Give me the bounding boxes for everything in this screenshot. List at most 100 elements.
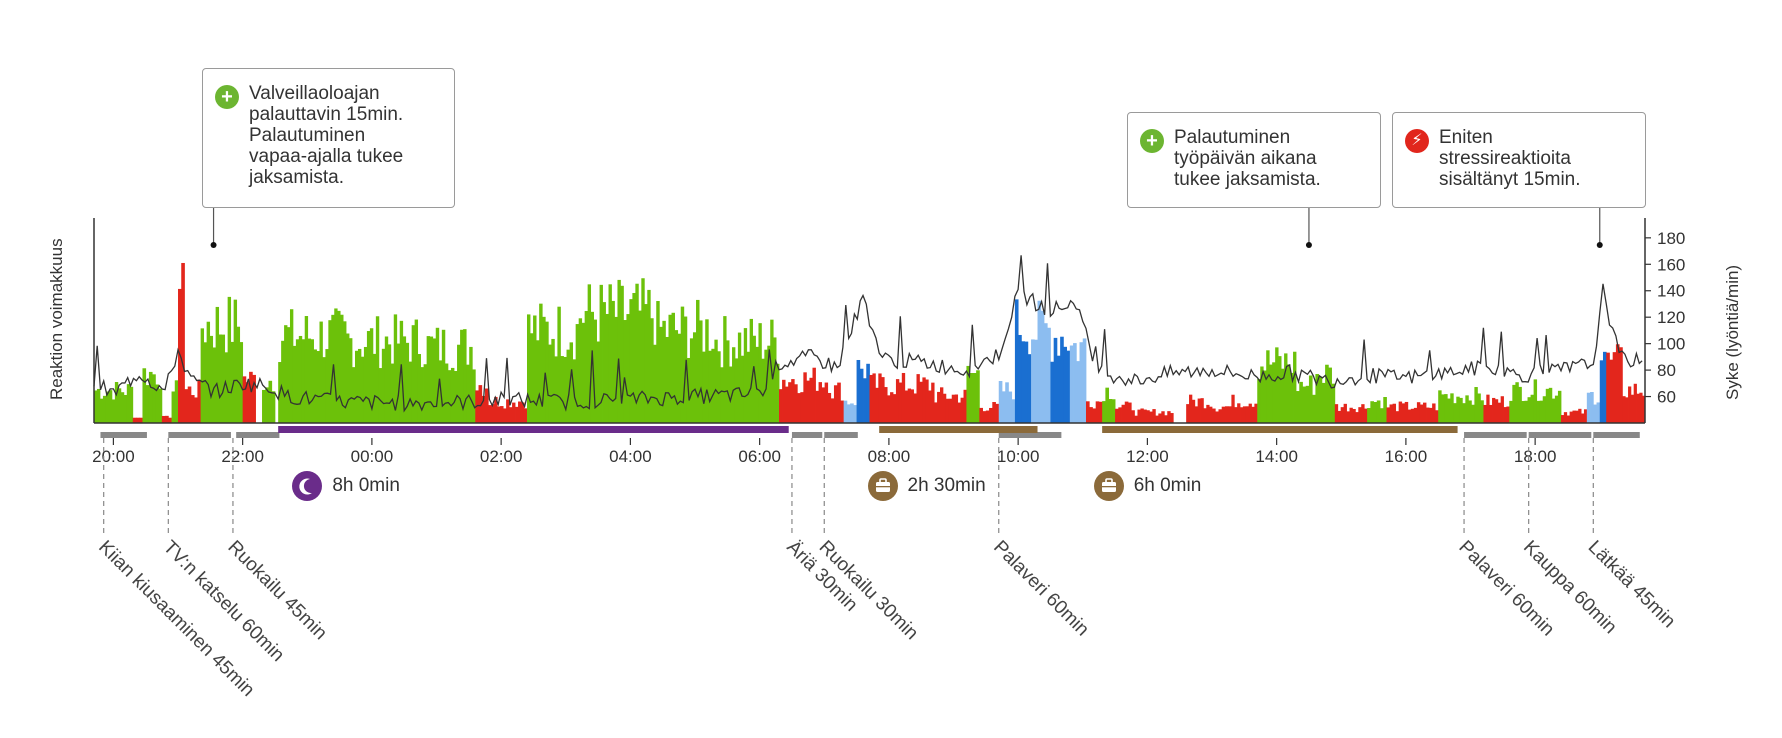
- reaction-bar-stress: [1146, 410, 1150, 423]
- reaction-bar-recovery: [767, 345, 771, 423]
- heart-rate-line: [93, 255, 1643, 413]
- reaction-bar-stress: [1095, 401, 1100, 423]
- reaction-bar-recovery: [773, 337, 777, 423]
- reaction-bar-recovery: [114, 382, 119, 423]
- reaction-bar-activity_strong: [1060, 336, 1064, 423]
- insight-callout: + Valveillaoloajan palauttavin 15min. Pal…: [202, 68, 455, 208]
- reaction-bar-stress: [916, 374, 920, 423]
- reaction-bar-stress: [1191, 399, 1196, 423]
- reaction-bar-stress: [985, 410, 990, 423]
- reaction-bar-stress: [521, 402, 525, 423]
- reaction-bar-stress: [1639, 392, 1643, 423]
- reaction-bar-recovery: [665, 336, 669, 423]
- duration-label: 8h 0min: [332, 475, 400, 496]
- reaction-bar-recovery: [142, 368, 147, 423]
- reaction-bar-recovery: [740, 355, 745, 423]
- reaction-bar-stress: [1340, 407, 1345, 423]
- reaction-bar-recovery: [349, 338, 353, 423]
- reaction-bar-recovery: [749, 318, 753, 423]
- reaction-bar-recovery: [408, 361, 413, 423]
- reaction-bar-recovery: [662, 320, 666, 423]
- reaction-bar-stress: [901, 372, 906, 423]
- reaction-bar-recovery: [647, 289, 651, 423]
- reaction-bar-recovery: [674, 330, 679, 423]
- reaction-bar-stress: [963, 389, 967, 423]
- reaction-bar-stress: [249, 371, 253, 423]
- reaction-bar-stress: [161, 415, 166, 423]
- reaction-bar-recovery: [363, 346, 368, 423]
- reaction-bar-stress: [806, 380, 810, 423]
- reaction-bar-stress: [1483, 404, 1487, 423]
- reaction-bar-stress: [488, 405, 492, 423]
- reaction-bar-stress: [1503, 407, 1507, 423]
- x-tick-label: 22:00: [221, 447, 264, 466]
- reaction-bar-stress: [1131, 410, 1135, 423]
- reaction-bar-recovery: [1321, 382, 1326, 423]
- reaction-bar-activity_strong: [863, 378, 867, 423]
- reaction-bar-recovery: [1305, 385, 1310, 423]
- reaction-bar-recovery: [1536, 400, 1541, 423]
- reaction-bar-stress: [1337, 410, 1342, 423]
- reaction-bar-stress: [869, 374, 873, 423]
- callout-anchor-dot: [1305, 242, 1312, 248]
- reaction-bar-recovery: [1456, 396, 1460, 423]
- reaction-bar-stress: [1149, 411, 1153, 423]
- x-tick-label: 16:00: [1385, 447, 1428, 466]
- reaction-bar-stress: [1583, 409, 1588, 423]
- reaction-bar-recovery: [227, 296, 232, 423]
- briefcase-icon: [867, 471, 898, 501]
- reaction-bar-stress: [168, 417, 172, 423]
- y-tick-label: 120: [1657, 308, 1685, 327]
- reaction-bar-recovery: [569, 342, 573, 423]
- reaction-bar-recovery: [1557, 390, 1562, 423]
- reaction-bar-stress: [1164, 415, 1168, 423]
- reaction-bar-activity: [1073, 343, 1077, 423]
- reaction-bar-stress: [1625, 397, 1629, 423]
- x-tick-label: 14:00: [1255, 447, 1298, 466]
- reaction-bar-recovery: [717, 351, 721, 423]
- reaction-bar-recovery: [284, 325, 288, 423]
- reaction-bar-recovery: [711, 348, 715, 423]
- reaction-bar-recovery: [623, 320, 627, 423]
- reaction-bar-stress: [491, 404, 495, 423]
- reaction-bar-stress: [475, 390, 479, 423]
- reaction-bar-recovery: [530, 333, 534, 423]
- reaction-bar-recovery: [1533, 379, 1538, 423]
- reaction-bar-recovery: [1296, 391, 1300, 423]
- event-label: TV:n katselu 60min: [159, 537, 288, 666]
- reaction-bar-recovery: [1521, 401, 1525, 423]
- reaction-bar-activity: [1037, 300, 1042, 423]
- reaction-bar-activity: [1043, 323, 1048, 423]
- reaction-bar-stress: [840, 400, 845, 423]
- reaction-bar-recovery: [334, 308, 338, 423]
- reaction-bar-recovery: [566, 349, 570, 423]
- reaction-bar-recovery: [1518, 386, 1522, 423]
- reaction-bar-recovery: [239, 342, 244, 423]
- reaction-bar-recovery: [1551, 398, 1556, 423]
- reaction-bar-recovery: [689, 338, 694, 423]
- reaction-bar-recovery: [1266, 350, 1270, 423]
- reaction-bar-stress: [1358, 407, 1362, 423]
- reaction-bar-stress: [1215, 411, 1219, 423]
- duration-label: 2h 30min: [907, 475, 986, 496]
- reaction-bar-stress: [1426, 407, 1430, 423]
- reaction-bar-activity: [1034, 339, 1038, 423]
- reaction-bar-activity_strong: [856, 359, 861, 423]
- reaction-bar-recovery: [316, 351, 320, 423]
- reaction-bar-stress: [1143, 409, 1147, 423]
- reaction-bar-recovery: [1512, 384, 1516, 423]
- reaction-bar-stress: [934, 402, 938, 423]
- callout-text: Palautuminen työpäivän aikana tukee jaks…: [1174, 127, 1321, 190]
- reaction-bar-recovery: [454, 371, 458, 423]
- reaction-bar-recovery: [533, 315, 537, 423]
- reaction-bar-activity: [1596, 402, 1601, 423]
- event-period-bar: [824, 432, 858, 438]
- reaction-bar-recovery: [402, 336, 407, 423]
- reaction-bar-recovery: [360, 356, 365, 423]
- reaction-bar-stress: [1092, 408, 1097, 423]
- reaction-bar-recovery: [420, 367, 424, 423]
- reaction-bar-stress: [957, 402, 961, 423]
- reaction-bar-recovery: [366, 331, 371, 423]
- sleep-period-bar: [278, 426, 789, 433]
- reaction-bar-recovery: [668, 314, 672, 423]
